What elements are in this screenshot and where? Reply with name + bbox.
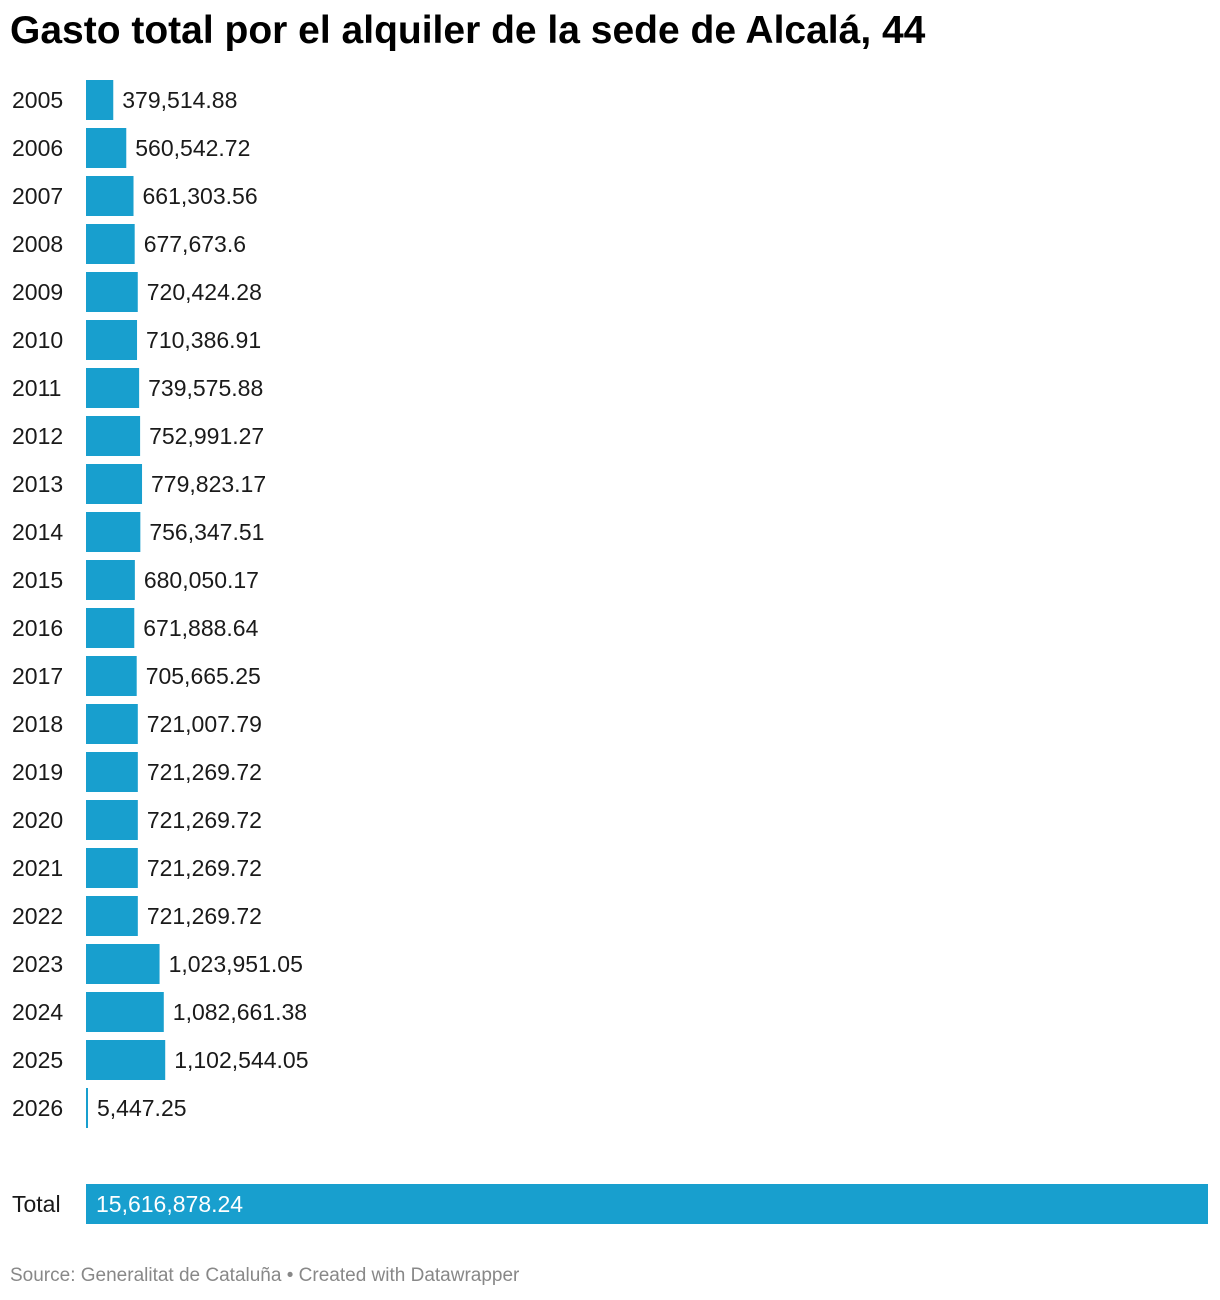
bar <box>86 320 138 360</box>
total-label: Total <box>12 1191 61 1217</box>
bar <box>86 1040 166 1080</box>
footer-separator: • <box>281 1265 299 1286</box>
source-note: Source: Generalitat de Cataluña <box>10 1265 282 1286</box>
bar <box>86 608 135 648</box>
value-label: 710,386.91 <box>146 327 261 353</box>
bar <box>86 752 138 792</box>
category-label: 2020 <box>12 807 63 833</box>
value-label: 721,269.72 <box>147 759 262 785</box>
bar <box>86 944 160 984</box>
category-label: 2025 <box>12 1047 63 1073</box>
value-label: 680,050.17 <box>144 567 259 593</box>
category-label: 2014 <box>12 519 63 545</box>
bar <box>86 272 138 312</box>
bar <box>86 224 135 264</box>
value-label: 739,575.88 <box>148 375 263 401</box>
value-label: 5,447.25 <box>97 1095 187 1121</box>
bar <box>86 992 164 1032</box>
category-label: 2017 <box>12 663 63 689</box>
value-label: 379,514.88 <box>122 87 237 113</box>
bar <box>86 128 127 168</box>
chart-title: Gasto total por el alquiler de la sede d… <box>10 9 926 52</box>
value-label: 756,347.51 <box>149 519 264 545</box>
category-label: 2016 <box>12 615 63 641</box>
total-value-label: 15,616,878.24 <box>96 1191 243 1217</box>
value-label: 721,269.72 <box>147 807 262 833</box>
category-label: 2006 <box>12 135 63 161</box>
bar <box>86 1088 88 1128</box>
category-label: 2021 <box>12 855 63 881</box>
bar <box>86 560 135 600</box>
bar <box>86 800 138 840</box>
value-label: 721,269.72 <box>147 855 262 881</box>
value-label: 705,665.25 <box>146 663 261 689</box>
category-label: 2022 <box>12 903 63 929</box>
value-label: 671,888.64 <box>143 615 258 641</box>
category-label: 2012 <box>12 423 63 449</box>
category-label: 2015 <box>12 567 63 593</box>
bar <box>86 656 137 696</box>
value-label: 752,991.27 <box>149 423 264 449</box>
bar <box>86 512 141 552</box>
category-label: 2019 <box>12 759 63 785</box>
bar <box>86 176 134 216</box>
bar <box>86 896 138 936</box>
bar <box>86 464 143 504</box>
bar <box>86 416 141 456</box>
category-label: 2007 <box>12 183 63 209</box>
value-label: 560,542.72 <box>135 135 250 161</box>
value-label: 1,102,544.05 <box>174 1047 308 1073</box>
chart-footer: Source: Generalitat de Cataluña • Create… <box>10 1265 519 1287</box>
value-label: 661,303.56 <box>143 183 258 209</box>
category-label: 2009 <box>12 279 63 305</box>
value-label: 779,823.17 <box>151 471 266 497</box>
bar <box>86 848 138 888</box>
category-label: 2010 <box>12 327 63 353</box>
category-label: 2024 <box>12 999 63 1025</box>
category-label: 2011 <box>12 375 61 401</box>
total-bar <box>86 1184 1208 1224</box>
category-label: 2026 <box>12 1095 63 1121</box>
category-label: 2018 <box>12 711 63 737</box>
category-label: 2005 <box>12 87 63 113</box>
bar-chart: 2005 379,514.88 2006 560,542.72 2007 661,303.… <box>12 80 1208 1224</box>
value-label: 1,082,661.38 <box>173 999 307 1025</box>
category-label: 2008 <box>12 231 63 257</box>
category-label: 2013 <box>12 471 63 497</box>
bar <box>86 704 138 744</box>
value-label: 1,023,951.05 <box>169 951 303 977</box>
value-label: 677,673.6 <box>144 231 246 257</box>
bar <box>86 368 140 408</box>
value-label: 721,007.79 <box>147 711 262 737</box>
value-label: 721,269.72 <box>147 903 262 929</box>
bar <box>86 80 114 120</box>
category-label: 2023 <box>12 951 63 977</box>
value-label: 720,424.28 <box>147 279 262 305</box>
credit-link[interactable]: Created with Datawrapper <box>298 1265 520 1286</box>
